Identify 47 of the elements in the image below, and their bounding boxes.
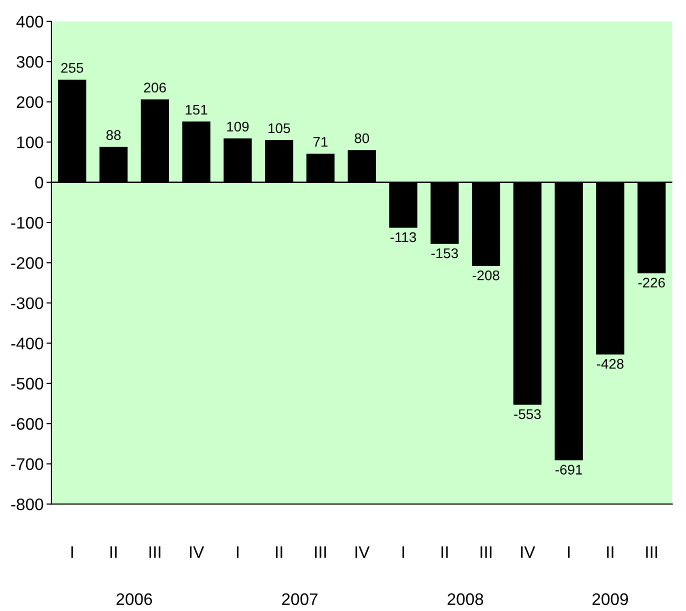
y-tick-label: 0 <box>35 176 44 188</box>
y-tick-label: -100 <box>11 216 44 229</box>
y-tick-label: 300 <box>16 56 44 68</box>
data-label: -113 <box>390 232 416 242</box>
y-tick-label: 200 <box>16 96 44 108</box>
data-label: 255 <box>61 62 84 73</box>
data-label: -428 <box>596 358 624 369</box>
text: 2008 <box>448 593 484 606</box>
y-tick-label: -200 <box>11 257 44 269</box>
data-label: 80 <box>354 133 370 144</box>
data-label: 71 <box>313 137 328 147</box>
data-label: -691 <box>556 464 582 475</box>
x-tick-label: IV <box>190 546 204 558</box>
text: 2006 <box>116 593 152 606</box>
data-label: -208 <box>472 270 500 280</box>
data-label: -153 <box>431 248 458 258</box>
x-tick-label: III <box>646 546 657 558</box>
x-tick-label: II <box>276 546 282 558</box>
x-tick-label: IV <box>521 546 536 558</box>
x-tick-label: II <box>110 546 117 558</box>
y-tick-label: 100 <box>17 136 44 148</box>
x-tick-label: IV <box>356 546 370 558</box>
data-label: -553 <box>514 409 541 420</box>
x-tick-label: II <box>607 546 614 558</box>
x-tick-label: III <box>315 546 326 558</box>
text: 2007 <box>282 593 318 606</box>
x-tick-label: I <box>71 546 73 558</box>
x-tick-label: I <box>236 546 238 558</box>
x-tick-label: II <box>442 546 448 558</box>
y-tick-label: -500 <box>11 378 44 390</box>
data-label: 206 <box>144 82 166 93</box>
text: 2009 <box>592 593 628 606</box>
x-tick-label: I <box>402 546 404 558</box>
y-tick-label: -400 <box>11 338 44 350</box>
data-label: 151 <box>186 104 208 115</box>
y-tick-label: -300 <box>11 297 44 310</box>
data-label: 109 <box>227 122 249 132</box>
x-tick-label: I <box>568 546 570 558</box>
x-tick-label: III <box>480 546 492 558</box>
y-tick-label: -800 <box>11 498 44 510</box>
data-label: -226 <box>638 278 665 288</box>
y-tick-label: -600 <box>11 418 44 430</box>
y-tick-label: 400 <box>16 16 44 28</box>
data-label: 105 <box>268 123 290 134</box>
x-tick-label: III <box>150 546 160 558</box>
y-tick-label: -700 <box>11 458 44 470</box>
data-label: 88 <box>106 130 121 140</box>
